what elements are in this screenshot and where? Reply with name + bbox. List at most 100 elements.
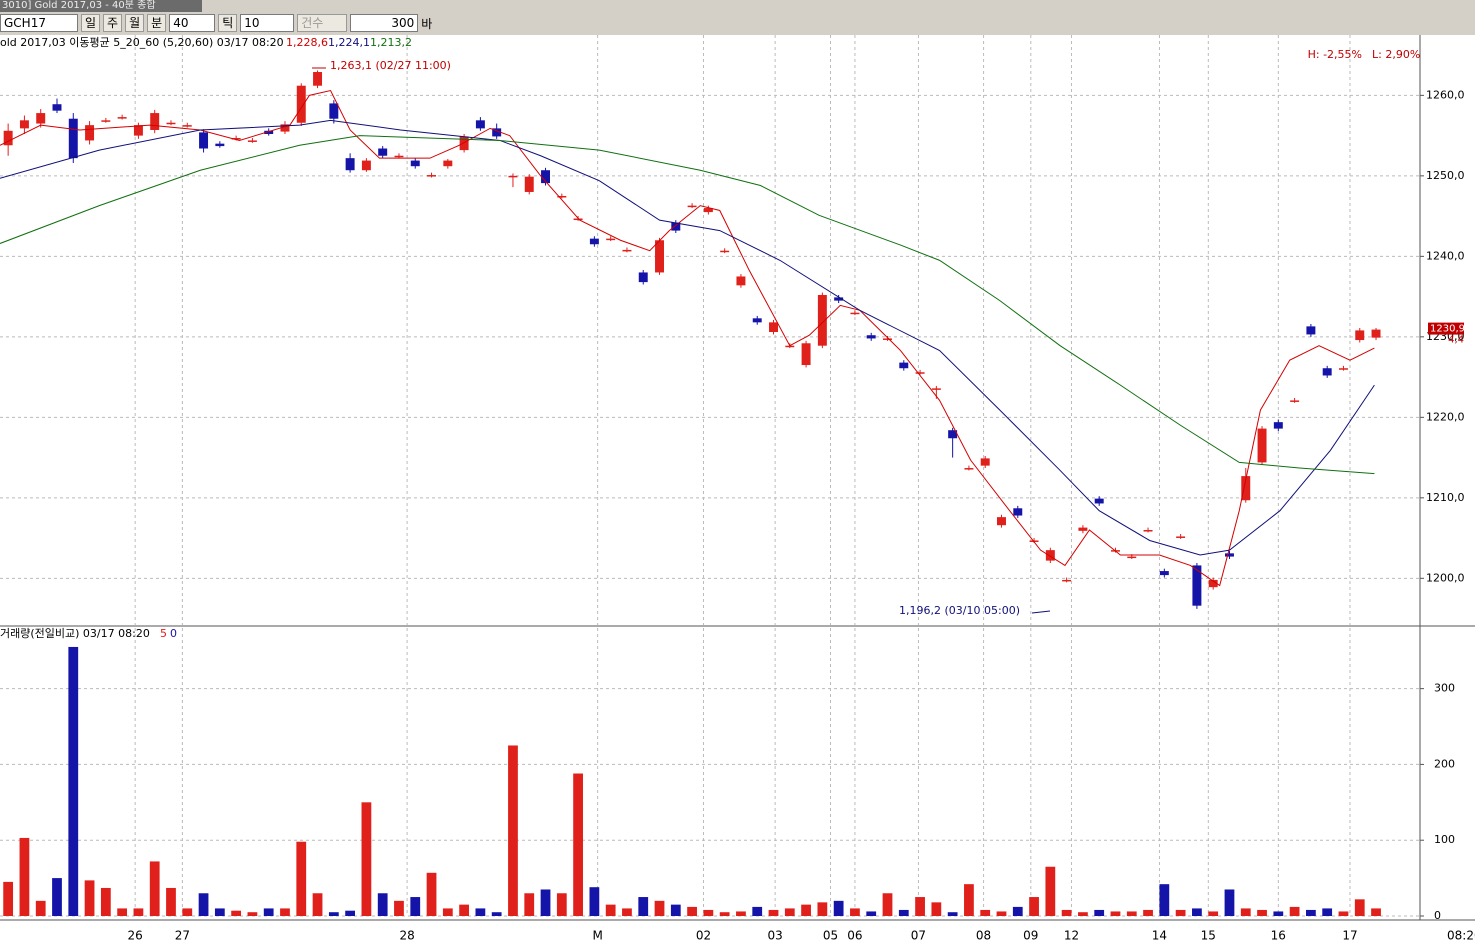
candle-body (1013, 508, 1023, 516)
legend-value: 1,228,6 (286, 36, 328, 49)
candle-body (557, 195, 567, 198)
volume-bar (361, 802, 372, 916)
candle-body (313, 72, 323, 86)
volume-bar (345, 910, 355, 916)
volume-bar (280, 908, 290, 916)
time-label: 08:20 (1447, 929, 1475, 943)
volume-bar (1078, 912, 1088, 916)
volume-bar (980, 909, 991, 916)
candle-body (150, 113, 160, 130)
candle-body (1094, 498, 1104, 504)
candle-body (1355, 330, 1365, 341)
candle-body (752, 318, 762, 323)
range-high: H: -2,55% (1308, 48, 1362, 61)
candle-body (655, 240, 664, 273)
volume-bar (622, 908, 632, 916)
volume-bar (1192, 908, 1202, 916)
candle-body (1045, 550, 1055, 561)
volume-bar (68, 646, 79, 916)
candle-body (1322, 368, 1332, 376)
candle-body (427, 175, 437, 177)
volume-bar (752, 906, 763, 916)
volume-bar (35, 900, 46, 916)
candle-body (1257, 428, 1267, 463)
candle-body (850, 312, 860, 315)
volume-bar (964, 884, 974, 916)
candle-body (915, 372, 925, 374)
period-button[interactable]: 월 (125, 14, 145, 32)
volume-bar (1354, 899, 1365, 916)
volume-bar (833, 900, 844, 916)
y-tick-label: 1220,0 (1426, 410, 1465, 423)
candle-body (589, 238, 599, 245)
period-button[interactable]: 일 (81, 14, 101, 32)
bars-input[interactable]: 300 (350, 14, 419, 32)
volume-bar (84, 880, 95, 916)
x-tick-label: M (592, 929, 602, 943)
volume-bar (866, 911, 877, 916)
candle-body (1078, 527, 1088, 531)
candle-body (1062, 579, 1072, 582)
y-tick-label: 100 (1434, 833, 1455, 846)
candle-body (3, 130, 13, 146)
candle-body (231, 138, 241, 140)
candle-body (817, 294, 827, 346)
last-price: 1230,9 (1430, 324, 1465, 335)
legend-value: 1,213,2 (370, 36, 412, 49)
candle-body (492, 128, 502, 137)
x-tick-label: 09 (1023, 929, 1038, 943)
x-tick-label: 07 (911, 929, 926, 943)
candle-body (703, 208, 713, 213)
x-tick-label: 03 (767, 929, 782, 943)
volume-bar (1273, 911, 1284, 916)
volume-bar (1110, 911, 1121, 916)
volume-bar (768, 909, 779, 916)
volume-bar (1371, 908, 1381, 916)
count-select[interactable]: 건수 (297, 14, 348, 32)
candle-body (606, 238, 616, 241)
y-tick-label: 1240,0 (1426, 249, 1465, 262)
candle-body (687, 205, 697, 208)
bars-unit: 바 (421, 16, 433, 31)
volume-bar (231, 910, 242, 916)
volume-bar (149, 861, 160, 916)
interval-select[interactable]: 40 (169, 14, 216, 32)
candle-body (378, 148, 388, 156)
chart: 26 27 28 M 02 03 05 06 07 08 09 12 14 15 16 171200,0121… (0, 35, 1475, 951)
tick-button[interactable]: 틱 (218, 14, 238, 32)
volume-bar (296, 841, 307, 916)
volume-bar (1224, 889, 1235, 916)
volume-bar (491, 912, 502, 916)
high-annotation: 1,263,1 (02/27 11:00) (330, 59, 451, 72)
period-button[interactable]: 분 (147, 14, 167, 32)
y-tick-label: 1200,0 (1426, 571, 1465, 584)
volume-bar (540, 889, 551, 916)
volume-bar (19, 837, 30, 916)
candle-body (671, 222, 681, 231)
volume-bar (426, 872, 437, 916)
volume-bar (459, 904, 469, 916)
x-tick-label: 02 (696, 929, 711, 943)
symbol-select[interactable]: GCH17 (0, 14, 78, 32)
volume-bar (850, 908, 860, 916)
volume-bar (198, 893, 209, 916)
candle-body (866, 335, 876, 339)
period-button[interactable]: 주 (103, 14, 123, 32)
x-tick-label: 14 (1152, 929, 1167, 943)
x-tick-label: 05 (823, 929, 838, 943)
volume-bar (817, 902, 828, 916)
volume-bar (1208, 911, 1219, 916)
volume-bar (442, 908, 453, 916)
candle-body (801, 343, 811, 366)
candle-body (68, 118, 78, 159)
volume-bar (1061, 909, 1072, 916)
tick-select[interactable]: 10 (240, 14, 295, 32)
volume-bar (1029, 897, 1039, 916)
volume-bar (1175, 909, 1186, 916)
candle-body (785, 345, 795, 348)
candle-body (1338, 368, 1348, 370)
volume-bar (52, 878, 62, 916)
